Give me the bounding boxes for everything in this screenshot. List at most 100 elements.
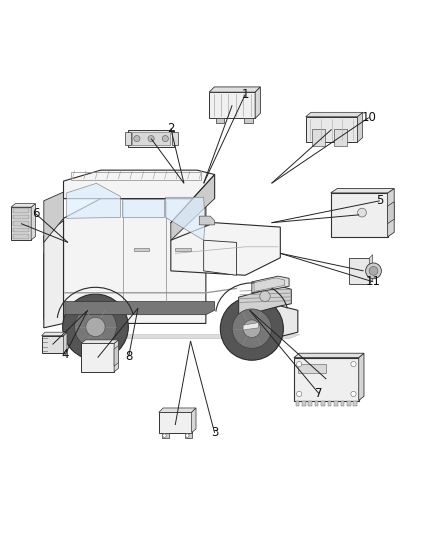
Text: 7: 7: [315, 387, 323, 400]
Polygon shape: [209, 87, 260, 92]
Polygon shape: [13, 208, 29, 213]
Circle shape: [86, 317, 105, 336]
Circle shape: [148, 135, 154, 142]
Circle shape: [351, 361, 356, 367]
Polygon shape: [114, 345, 118, 366]
Circle shape: [74, 306, 117, 348]
Polygon shape: [252, 276, 289, 293]
Polygon shape: [185, 432, 192, 438]
Polygon shape: [122, 199, 164, 217]
Polygon shape: [331, 193, 388, 237]
Polygon shape: [199, 216, 215, 225]
Text: 1: 1: [241, 88, 249, 101]
Polygon shape: [254, 278, 285, 292]
Polygon shape: [294, 353, 364, 358]
Polygon shape: [159, 413, 192, 432]
Polygon shape: [64, 199, 206, 324]
Text: 3: 3: [211, 426, 218, 439]
Polygon shape: [81, 343, 114, 372]
Text: 6: 6: [32, 207, 40, 221]
Polygon shape: [44, 221, 64, 328]
Polygon shape: [209, 92, 255, 118]
Circle shape: [63, 294, 128, 360]
Polygon shape: [331, 189, 394, 193]
Text: 11: 11: [366, 276, 381, 288]
Circle shape: [260, 291, 270, 302]
Polygon shape: [388, 201, 394, 223]
Circle shape: [162, 135, 168, 142]
Polygon shape: [172, 133, 178, 145]
Polygon shape: [166, 197, 205, 240]
Circle shape: [351, 391, 356, 397]
Polygon shape: [64, 170, 215, 199]
Polygon shape: [65, 302, 215, 314]
Circle shape: [232, 309, 272, 349]
Polygon shape: [159, 408, 196, 413]
Polygon shape: [64, 332, 67, 353]
Circle shape: [243, 320, 261, 337]
Circle shape: [220, 297, 283, 360]
Circle shape: [297, 361, 302, 367]
Circle shape: [297, 391, 302, 397]
Circle shape: [163, 434, 166, 437]
Polygon shape: [128, 130, 174, 147]
Polygon shape: [134, 248, 149, 251]
Polygon shape: [13, 221, 29, 226]
Circle shape: [357, 208, 366, 217]
Polygon shape: [350, 258, 369, 284]
Polygon shape: [13, 215, 29, 219]
Polygon shape: [42, 336, 64, 353]
Polygon shape: [13, 235, 29, 239]
Polygon shape: [369, 255, 373, 284]
Text: 2: 2: [167, 122, 175, 135]
Text: 10: 10: [361, 111, 376, 124]
Polygon shape: [44, 192, 64, 243]
Polygon shape: [357, 112, 363, 142]
Circle shape: [369, 266, 378, 275]
Polygon shape: [328, 400, 331, 406]
Polygon shape: [321, 400, 325, 406]
Polygon shape: [315, 400, 318, 406]
Polygon shape: [388, 189, 394, 237]
Polygon shape: [81, 340, 118, 343]
Polygon shape: [298, 364, 326, 373]
Polygon shape: [192, 408, 196, 432]
Polygon shape: [353, 400, 357, 406]
Polygon shape: [31, 204, 35, 240]
Polygon shape: [334, 130, 347, 146]
Circle shape: [186, 434, 189, 437]
Polygon shape: [171, 174, 215, 240]
Polygon shape: [171, 223, 280, 275]
Polygon shape: [302, 400, 306, 406]
Polygon shape: [306, 112, 363, 117]
Polygon shape: [44, 243, 96, 319]
Polygon shape: [312, 130, 325, 146]
Polygon shape: [42, 332, 67, 336]
Polygon shape: [132, 133, 170, 145]
Polygon shape: [204, 240, 237, 275]
Polygon shape: [244, 118, 253, 123]
Polygon shape: [237, 306, 298, 336]
Circle shape: [366, 263, 381, 279]
Polygon shape: [11, 207, 31, 240]
Polygon shape: [216, 118, 225, 123]
Text: 8: 8: [125, 350, 132, 363]
Polygon shape: [255, 87, 260, 118]
Polygon shape: [306, 117, 357, 142]
Polygon shape: [308, 400, 312, 406]
Polygon shape: [11, 204, 35, 207]
Polygon shape: [239, 286, 291, 317]
Polygon shape: [13, 228, 29, 232]
Polygon shape: [243, 322, 258, 330]
Polygon shape: [334, 400, 338, 406]
Polygon shape: [57, 334, 300, 339]
Polygon shape: [296, 400, 299, 406]
Polygon shape: [341, 400, 344, 406]
Circle shape: [134, 135, 140, 142]
Polygon shape: [359, 353, 364, 400]
Text: 5: 5: [376, 195, 383, 207]
Polygon shape: [124, 133, 131, 145]
Text: 4: 4: [61, 349, 69, 361]
Polygon shape: [162, 432, 169, 438]
Polygon shape: [347, 400, 350, 406]
